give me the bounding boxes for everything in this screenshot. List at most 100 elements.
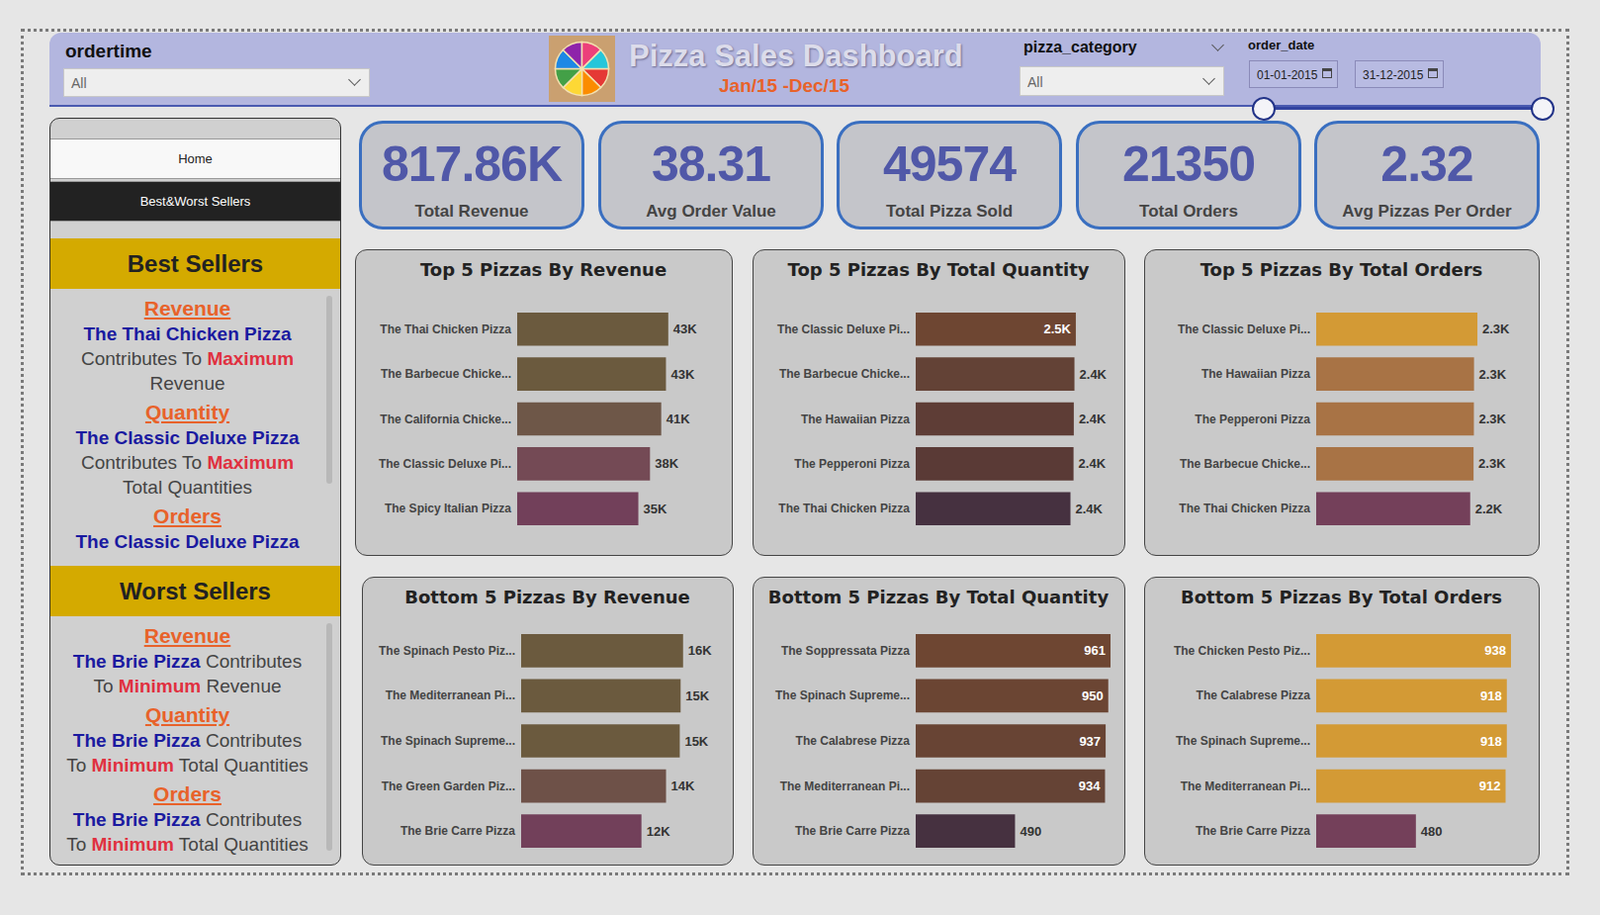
svg-text:The Green Garden Piz...: The Green Garden Piz... (381, 779, 516, 794)
svg-text:14K: 14K (671, 778, 696, 794)
svg-text:2.2K: 2.2K (1475, 501, 1504, 517)
svg-text:12K: 12K (646, 823, 671, 839)
svg-text:The Classic Deluxe Pi...: The Classic Deluxe Pi... (1177, 322, 1311, 337)
svg-text:2.3K: 2.3K (1479, 366, 1508, 382)
html-text:ordertime: ordertime (65, 40, 152, 62)
svg-text:918: 918 (1480, 688, 1503, 704)
svg-text:2.5K: 2.5K (1043, 321, 1071, 337)
svg-text:Top 5 Pizzas By Total Orders: Top 5 Pizzas By Total Orders (1200, 259, 1484, 280)
html-text:Total Pizza Sold: Total Pizza Sold (885, 201, 1013, 221)
html-text:Orders: Orders (153, 504, 222, 528)
svg-text:912: 912 (1479, 778, 1502, 794)
svg-text:The Pepperoni Pizza: The Pepperoni Pizza (794, 456, 910, 471)
html-text:The Brie Pizza Contributes To: The Brie Pizza Contributes To Minimum To… (66, 729, 309, 776)
svg-text:43K: 43K (670, 366, 695, 382)
svg-text:Bottom 5 Pizzas By Revenue: Bottom 5 Pizzas By Revenue (404, 586, 690, 608)
html-text:Avg Order Value: Avg Order Value (645, 201, 777, 221)
html-text:Contributes To Maximum: Contributes To Maximum (81, 451, 294, 473)
svg-text:The Thai Chicken Pizza: The Thai Chicken Pizza (1178, 501, 1311, 516)
svg-text:The Chicken Pesto Piz...: The Chicken Pesto Piz... (1173, 643, 1311, 658)
svg-text:2.3K: 2.3K (1482, 321, 1511, 337)
svg-text:Top 5 Pizzas By Revenue: Top 5 Pizzas By Revenue (420, 259, 667, 280)
svg-text:The Mediterranean Pi...: The Mediterranean Pi... (385, 688, 516, 703)
html-text:Pizza Sales Dashboard: Pizza Sales Dashboard (628, 38, 963, 74)
html-text:Revenue: Revenue (144, 623, 231, 647)
svg-text:The Spicy Italian Pizza: The Spicy Italian Pizza (384, 501, 512, 516)
svg-text:934: 934 (1078, 778, 1101, 794)
html-text:2.32: 2.32 (1380, 136, 1474, 192)
svg-text:The Soppressata Pizza: The Soppressata Pizza (781, 643, 910, 658)
svg-text:The Hawaiian Pizza: The Hawaiian Pizza (800, 412, 910, 427)
svg-text:2.4K: 2.4K (1078, 455, 1107, 471)
svg-text:The California Chicke...: The California Chicke... (379, 412, 512, 427)
html-text:Contributes To Maximum: Contributes To Maximum (81, 348, 294, 369)
html-text:The Brie Pizza Contributes To: The Brie Pizza Contributes To Minimum Re… (73, 650, 302, 697)
svg-text:The Pepperoni Pizza: The Pepperoni Pizza (1194, 412, 1311, 427)
svg-text:The Spinach Supreme...: The Spinach Supreme... (380, 733, 516, 748)
html-text:The Thai Chicken Pizza: The Thai Chicken Pizza (83, 323, 292, 345)
svg-text:938: 938 (1484, 642, 1507, 658)
html-text:Revenue: Revenue (144, 296, 231, 320)
svg-text:The Thai Chicken Pizza: The Thai Chicken Pizza (778, 501, 910, 516)
svg-text:The Brie Carre Pizza: The Brie Carre Pizza (1195, 823, 1311, 838)
html-text:The Brie Pizza Contributes To: The Brie Pizza Contributes To Minimum To… (66, 808, 309, 855)
svg-text:The Mediterranean Pi...: The Mediterranean Pi... (780, 779, 910, 794)
svg-text:41K: 41K (666, 411, 691, 427)
svg-text:The Thai Chicken Pizza: The Thai Chicken Pizza (379, 322, 512, 337)
html-text:49574: 49574 (883, 136, 1016, 192)
html-text:21350: 21350 (1122, 136, 1255, 192)
html-text:Quantity: Quantity (145, 400, 230, 424)
svg-text:The Classic Deluxe Pi...: The Classic Deluxe Pi... (378, 456, 512, 471)
html-text:Orders: Orders (153, 782, 222, 805)
svg-text:Bottom 5 Pizzas By Total Quant: Bottom 5 Pizzas By Total Quantity (768, 586, 1110, 608)
html-text:All: All (1027, 74, 1043, 90)
svg-text:The Calabrese Pizza: The Calabrese Pizza (796, 733, 911, 748)
svg-text:The Classic Deluxe Pi...: The Classic Deluxe Pi... (777, 322, 910, 337)
svg-text:The Spinach Supreme...: The Spinach Supreme... (775, 688, 910, 703)
svg-text:Bottom 5 Pizzas By Total Order: Bottom 5 Pizzas By Total Orders (1180, 586, 1503, 608)
html-text:Total Orders: Total Orders (1139, 201, 1238, 221)
svg-text:The Barbecue Chicke...: The Barbecue Chicke... (380, 366, 512, 381)
html-text:817.86K: 817.86K (381, 136, 562, 192)
html-text:Jan/15 -Dec/15: Jan/15 -Dec/15 (718, 75, 850, 96)
html-text:The Classic Deluxe Pizza: The Classic Deluxe Pizza (75, 427, 300, 448)
html-text:Total Quantities: Total Quantities (122, 476, 253, 498)
svg-text:Top 5 Pizzas By Total Quantity: Top 5 Pizzas By Total Quantity (788, 259, 1090, 280)
svg-text:The Spinach Supreme...: The Spinach Supreme... (1175, 733, 1311, 748)
html-text:The Classic Deluxe Pizza: The Classic Deluxe Pizza (75, 531, 300, 552)
html-text:All: All (71, 75, 87, 91)
svg-text:490: 490 (1019, 823, 1042, 839)
svg-text:The Hawaiian Pizza: The Hawaiian Pizza (1201, 366, 1311, 381)
html-text:Avg Pizzas Per Order: Avg Pizzas Per Order (1342, 201, 1512, 221)
html-text:Quantity: Quantity (145, 703, 230, 726)
svg-text:43K: 43K (673, 321, 698, 337)
svg-text:The Barbecue Chicke...: The Barbecue Chicke... (1179, 456, 1311, 471)
svg-text:950: 950 (1081, 688, 1104, 704)
svg-text:2.4K: 2.4K (1079, 366, 1108, 382)
svg-text:2.3K: 2.3K (1478, 411, 1507, 427)
html-text:Revenue: Revenue (149, 372, 225, 394)
svg-text:The Brie Carre Pizza: The Brie Carre Pizza (400, 823, 516, 838)
html-text:Worst Sellers: Worst Sellers (119, 577, 271, 605)
svg-text:16K: 16K (688, 642, 712, 658)
svg-text:15K: 15K (685, 688, 710, 704)
svg-text:15K: 15K (684, 733, 709, 749)
svg-text:The Calabrese Pizza: The Calabrese Pizza (1196, 688, 1312, 703)
html-text:38.31: 38.31 (651, 136, 771, 192)
svg-text:480: 480 (1421, 823, 1443, 839)
svg-text:The Barbecue Chicke...: The Barbecue Chicke... (779, 366, 910, 381)
svg-text:2.4K: 2.4K (1078, 411, 1107, 427)
svg-text:961: 961 (1083, 642, 1106, 658)
svg-text:38K: 38K (654, 455, 679, 471)
svg-text:2.3K: 2.3K (1478, 455, 1507, 471)
svg-text:The Spinach Pesto Piz...: The Spinach Pesto Piz... (378, 643, 516, 658)
svg-text:35K: 35K (643, 501, 668, 517)
svg-text:The Brie Carre Pizza: The Brie Carre Pizza (795, 823, 910, 838)
svg-text:The Mediterranean Pi...: The Mediterranean Pi... (1180, 779, 1311, 794)
html-text:Best Sellers: Best Sellers (127, 250, 264, 277)
svg-text:937: 937 (1078, 733, 1101, 749)
html-text:pizza_category: pizza_category (1023, 38, 1137, 56)
html-text:Total Revenue: Total Revenue (414, 201, 529, 221)
svg-text:918: 918 (1480, 733, 1503, 749)
svg-text:2.4K: 2.4K (1075, 501, 1104, 517)
